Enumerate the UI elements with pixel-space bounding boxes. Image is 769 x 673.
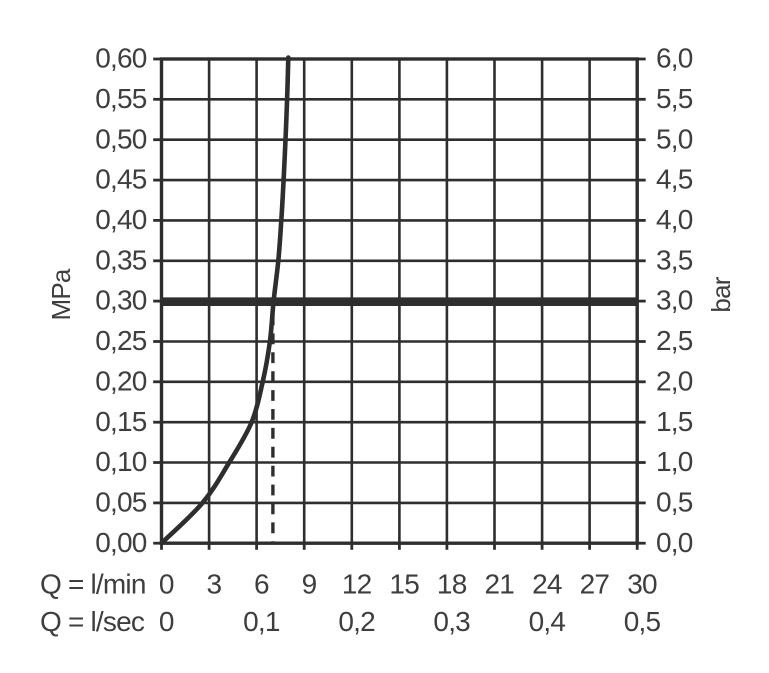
svg-text:12: 12 (342, 569, 372, 600)
svg-text:0,25: 0,25 (95, 325, 147, 356)
svg-text:1,5: 1,5 (656, 406, 693, 437)
svg-text:0,10: 0,10 (95, 446, 147, 477)
svg-text:15: 15 (389, 569, 419, 600)
svg-text:3,5: 3,5 (656, 244, 693, 275)
svg-text:0,55: 0,55 (95, 83, 147, 114)
svg-text:0,5: 0,5 (624, 606, 661, 637)
svg-text:0,30: 0,30 (95, 285, 147, 316)
svg-text:27: 27 (580, 569, 610, 600)
svg-text:bar: bar (706, 276, 736, 312)
svg-text:6,0: 6,0 (656, 43, 693, 74)
svg-text:0: 0 (159, 606, 174, 637)
svg-text:4,0: 4,0 (656, 204, 693, 235)
svg-text:6: 6 (254, 569, 269, 600)
svg-text:3: 3 (207, 569, 222, 600)
svg-text:0,60: 0,60 (95, 43, 147, 74)
svg-text:9: 9 (302, 569, 317, 600)
svg-text:0,15: 0,15 (95, 406, 147, 437)
svg-text:0,40: 0,40 (95, 204, 147, 235)
svg-text:1,0: 1,0 (656, 446, 693, 477)
svg-text:5,0: 5,0 (656, 123, 693, 154)
svg-text:0,1: 0,1 (243, 606, 280, 637)
svg-text:2,0: 2,0 (656, 365, 693, 396)
svg-text:0,20: 0,20 (95, 365, 147, 396)
svg-text:3,0: 3,0 (656, 285, 693, 316)
svg-text:0,35: 0,35 (95, 244, 147, 275)
svg-text:4,5: 4,5 (656, 164, 693, 195)
svg-text:0,4: 0,4 (529, 606, 566, 637)
svg-text:21: 21 (485, 569, 515, 600)
svg-text:24: 24 (532, 569, 562, 600)
svg-text:0,05: 0,05 (95, 487, 147, 518)
svg-text:0,2: 0,2 (338, 606, 375, 637)
svg-text:0,00: 0,00 (95, 527, 147, 558)
svg-text:30: 30 (627, 569, 657, 600)
svg-text:Q = l/sec: Q = l/sec (40, 606, 145, 637)
svg-text:0,0: 0,0 (656, 527, 693, 558)
svg-text:0,5: 0,5 (656, 487, 693, 518)
svg-text:0: 0 (159, 569, 174, 600)
svg-text:MPa: MPa (46, 268, 76, 320)
svg-text:5,5: 5,5 (656, 83, 693, 114)
svg-text:0,45: 0,45 (95, 164, 147, 195)
svg-text:18: 18 (437, 569, 467, 600)
svg-text:Q = l/min: Q = l/min (40, 569, 146, 600)
svg-text:0,50: 0,50 (95, 123, 147, 154)
svg-text:2,5: 2,5 (656, 325, 693, 356)
svg-text:0,3: 0,3 (433, 606, 470, 637)
